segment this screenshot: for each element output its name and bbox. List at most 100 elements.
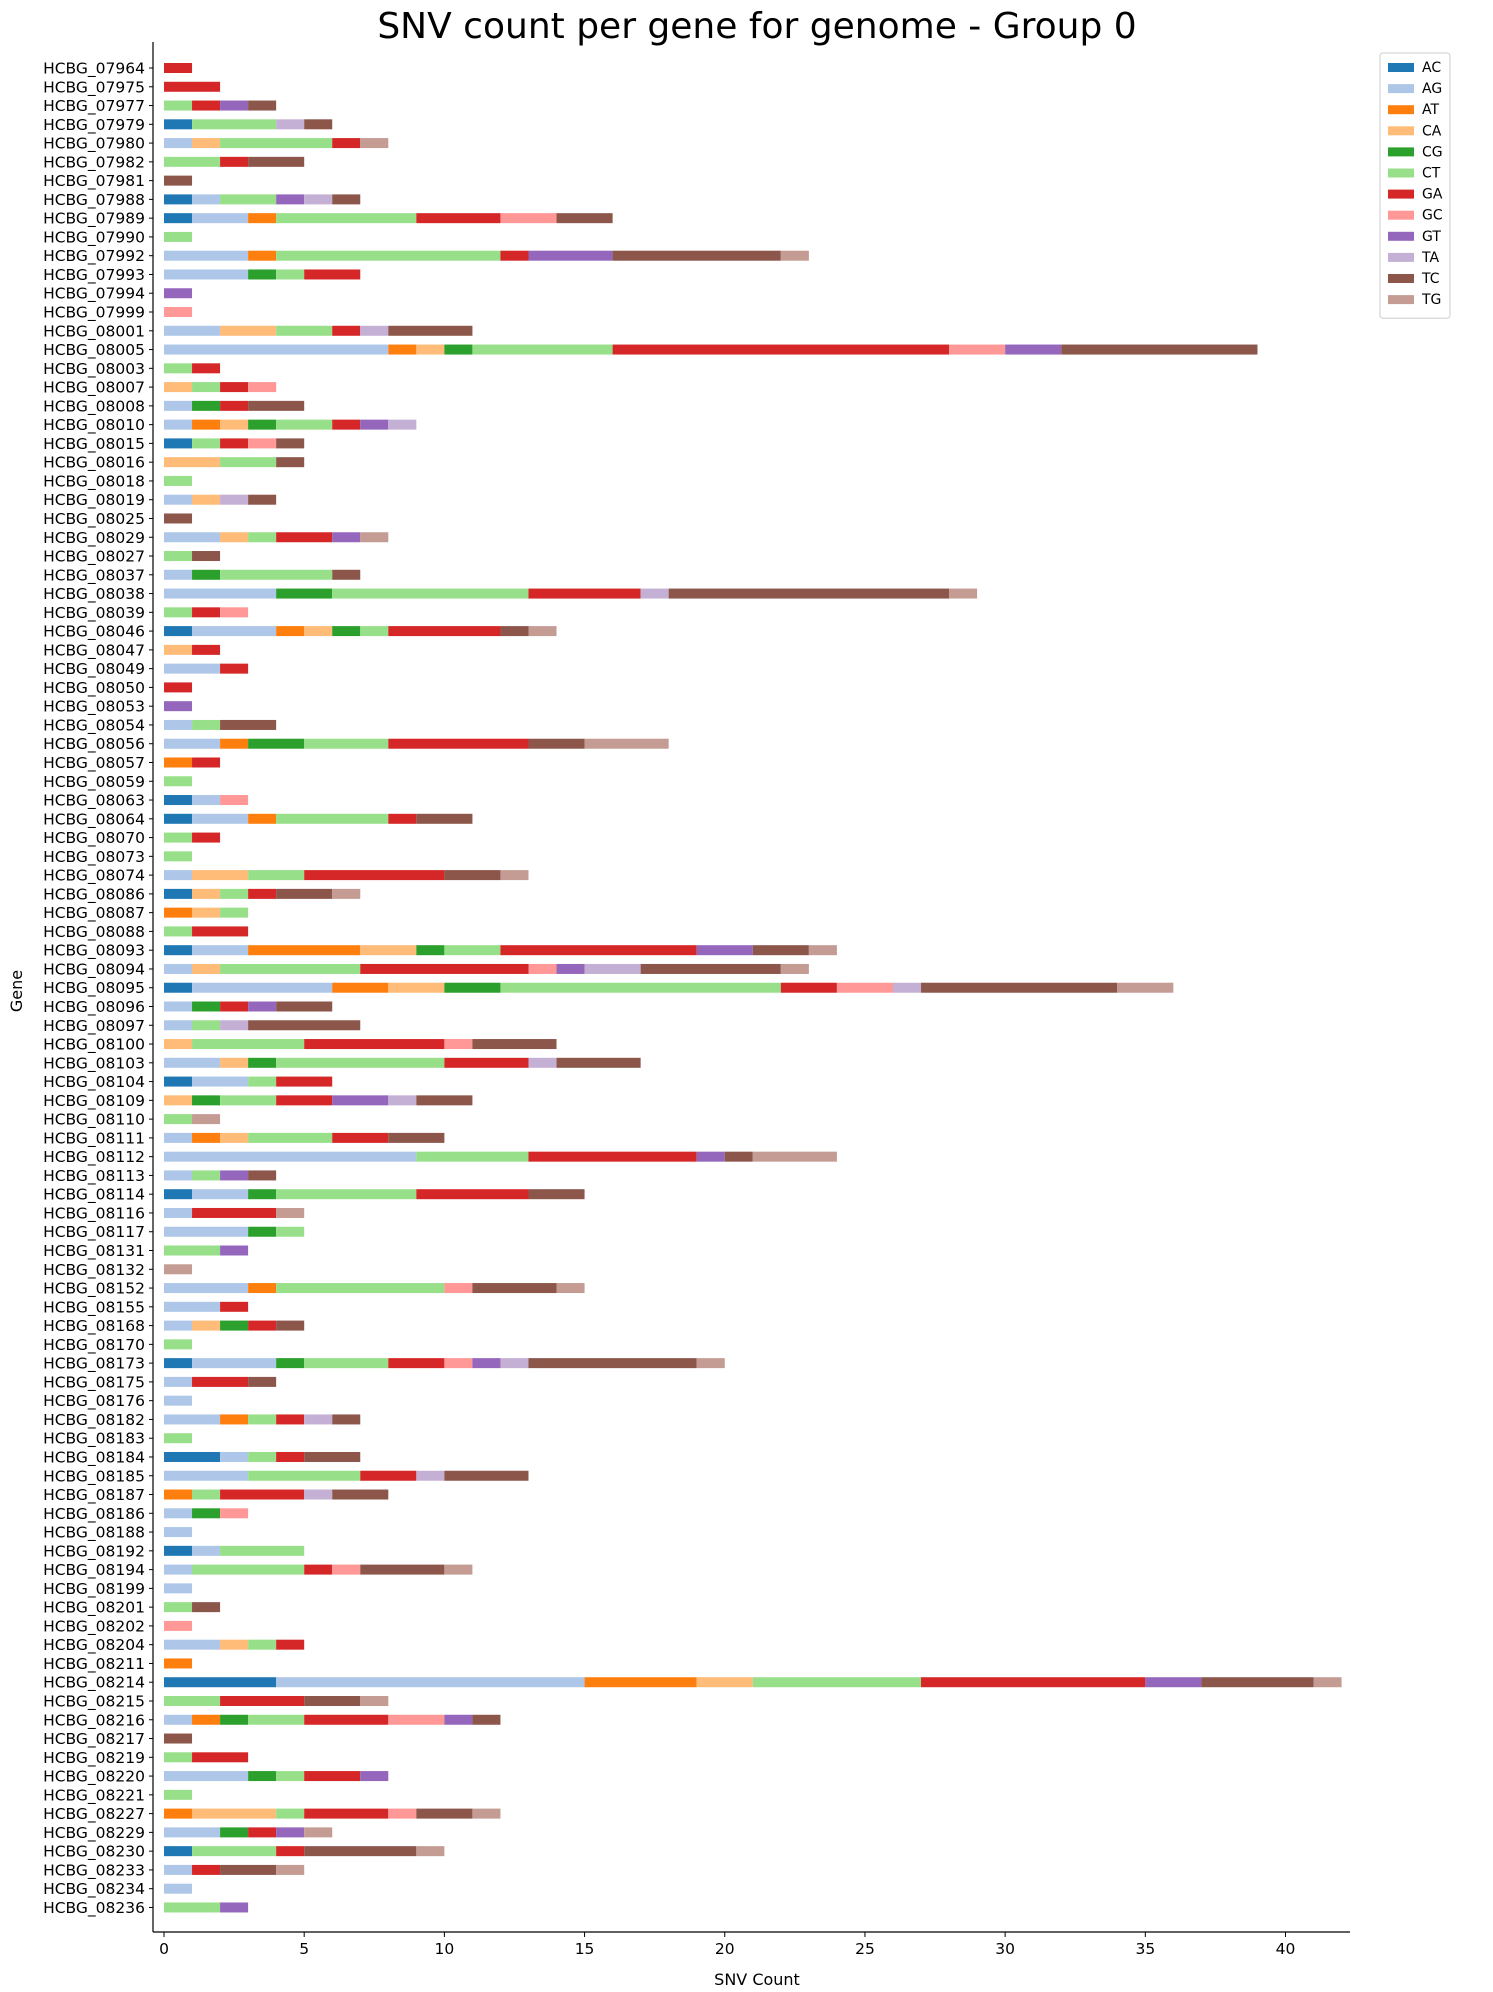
bar-segment-ct [164,851,193,862]
bar-segment-ga [444,1057,529,1068]
bar-segment-ga [388,738,529,749]
bar-segment-ct [500,982,781,993]
bar-segment-tc [248,1020,361,1031]
bar-segment-ag [164,1301,221,1312]
bar-segment-ct [220,138,333,149]
y-tick-label: HCBG_08132 [43,1261,145,1280]
y-tick-label: HCBG_08183 [43,1430,145,1449]
y-tick-label: HCBG_07999 [43,304,145,323]
bar-segment-ct [248,1470,361,1481]
bar-segment-gt [556,963,585,974]
bar-segment-ga [416,1189,529,1200]
bar-segment-tc [724,1151,753,1162]
bar-segment-ga [192,757,221,768]
y-tick-label: HCBG_08111 [43,1129,145,1148]
y-tick-label: HCBG_08184 [43,1448,145,1467]
bar-segment-ag [164,738,221,749]
y-tick-label: HCBG_08007 [43,379,145,398]
y-tick-label: HCBG_07977 [43,97,145,116]
bar-segment-ct [192,1039,305,1050]
bar-segment-gt [220,1170,249,1181]
bar-segment-tc [416,813,473,824]
bar-segment-ca [388,982,445,993]
bar-segment-ct [276,813,389,824]
bar-segment-tc [472,1283,557,1294]
bar-segment-cg [220,1320,249,1331]
legend-label-ac: AC [1422,60,1441,76]
bar-segment-ct [304,738,389,749]
bar-segment-ag [164,1827,221,1838]
bar-segment-gc [444,1039,473,1050]
bar-segment-tc [332,194,361,205]
bar-segment-cg [220,1827,249,1838]
bar-segment-ga [192,363,221,374]
bar-segment-gt [360,419,389,430]
bar-segment-gt [164,701,193,712]
bar-segment-tc [192,551,221,562]
bar-segment-gt [528,250,613,261]
legend-label-ga: GA [1422,187,1443,203]
legend-swatch-gc [1388,210,1414,220]
y-tick-label: HCBG_08229 [43,1824,145,1843]
bar-segment-gc [220,607,249,618]
y-tick-label: HCBG_08170 [43,1336,145,1355]
bar-segment-ta [892,982,922,993]
bar-segment-ga [248,888,277,899]
bar-segment-cg [248,269,277,280]
bar-segment-ct [164,926,193,937]
bar-segment-at [164,1808,193,1819]
y-tick-label: HCBG_08059 [43,773,145,792]
bar-segment-gt [696,945,753,956]
bar-segment-ct [416,1151,529,1162]
bar-segment-ta [640,588,669,599]
y-tick-label: HCBG_08010 [43,416,145,435]
y-tick-label: HCBG_08211 [43,1655,145,1674]
bar-segment-tc [444,1470,529,1481]
bar-segment-cg [332,626,361,637]
bar-segment-ct [164,475,193,486]
bar-segment-ct [220,569,333,580]
bar-segment-cg [192,1508,221,1519]
y-tick-label: HCBG_08188 [43,1524,145,1543]
y-tick-label: HCBG_07993 [43,266,145,285]
bar-segment-ga [192,1207,277,1218]
y-tick-label: HCBG_08112 [43,1148,145,1167]
bar-segment-gc [248,438,277,449]
bar-segment-cg [248,419,277,430]
x-tick-label: 0 [159,1940,169,1958]
y-tick-label: HCBG_08095 [43,979,145,998]
bar-segment-ct [192,1564,305,1575]
bar-segment-ga [164,63,193,73]
chart-title: SNV count per gene for genome - Group 0 [377,6,1136,47]
bar-segment-gc [444,1283,473,1294]
bar-segment-tc [248,494,277,505]
legend-label-ca: CA [1422,123,1442,139]
bar-segment-ct [332,588,529,599]
y-tick-label: HCBG_08087 [43,904,145,923]
bar-segment-ga [304,1714,389,1725]
bar-segment-ta [416,1470,445,1481]
bar-segment-tc [332,569,361,580]
y-tick-label: HCBG_08152 [43,1280,145,1299]
bar-segment-ga [220,1695,305,1706]
bar-segment-tg [1117,982,1174,993]
bar-segment-ga [192,100,221,111]
bar-segment-ac [164,795,193,806]
bar-segment-gt [220,100,249,111]
bar-segment-ga [164,81,221,92]
bar-segment-ga [220,1489,305,1500]
bar-segment-ca [164,1095,193,1106]
bar-segment-at [248,813,277,824]
bar-segment-at [248,945,361,956]
bar-segment-ag [164,1376,193,1387]
bar-segment-cg [444,344,473,355]
bar-segment-ct [164,551,193,562]
y-tick-label: HCBG_08116 [43,1204,145,1223]
bar-segment-tc [164,175,193,186]
y-tick-label: HCBG_08050 [43,679,145,698]
bar-segment-ga [304,1771,361,1782]
bar-segment-ag [164,494,193,505]
bar-segment-ct [276,1771,305,1782]
bar-segment-ct [192,1846,277,1857]
bar-segment-ct [220,888,249,899]
